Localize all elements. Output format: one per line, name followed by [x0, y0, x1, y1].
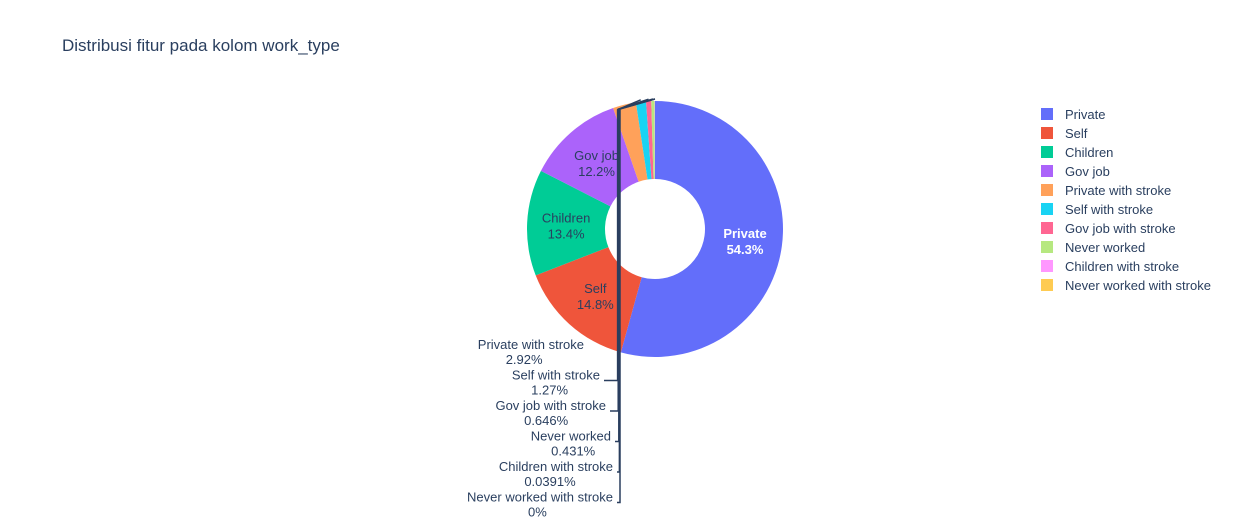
slice-label-self: Self [584, 281, 607, 296]
legend-item-never-worked[interactable]: Never worked [1041, 240, 1145, 255]
slice-label-private: Private [723, 226, 766, 241]
outside-percent-children-with-stroke: 0.0391% [524, 474, 576, 489]
legend-swatch [1041, 165, 1053, 177]
legend-swatch [1041, 222, 1053, 234]
legend-label: Private [1065, 107, 1105, 122]
outside-label-never-worked-with-stroke: Never worked with stroke [467, 490, 613, 505]
legend-item-gov-job-with-stroke[interactable]: Gov job with stroke [1041, 221, 1176, 236]
legend-item-private[interactable]: Private [1041, 107, 1105, 122]
outside-percent-gov-job-with-stroke: 0.646% [524, 413, 569, 428]
legend-item-self[interactable]: Self [1041, 126, 1088, 141]
legend-label: Self with stroke [1065, 202, 1153, 217]
outside-percent-self-with-stroke: 1.27% [531, 383, 568, 398]
legend-item-self-with-stroke[interactable]: Self with stroke [1041, 202, 1153, 217]
slice-percent-self: 14.8% [577, 297, 614, 312]
legend: Private Self Children Gov job Private with s… [1041, 107, 1211, 293]
outside-label-self-with-stroke: Self with stroke [512, 368, 600, 383]
legend-swatch [1041, 203, 1053, 215]
legend-label: Gov job [1065, 164, 1110, 179]
legend-item-children-with-stroke[interactable]: Children with stroke [1041, 259, 1179, 274]
outside-label-private-with-stroke: Private with stroke [478, 337, 584, 352]
outside-percent-never-worked-with-stroke: 0% [528, 505, 547, 520]
slice-percent-children: 13.4% [548, 227, 585, 242]
slice-percent-private: 54.3% [727, 242, 764, 257]
legend-label: Private with stroke [1065, 183, 1171, 198]
chart-title: Distribusi fitur pada kolom work_type [62, 36, 340, 55]
legend-label: Children with stroke [1065, 259, 1179, 274]
legend-swatch [1041, 279, 1053, 291]
legend-swatch [1041, 184, 1053, 196]
legend-item-private-with-stroke[interactable]: Private with stroke [1041, 183, 1171, 198]
legend-swatch [1041, 241, 1053, 253]
legend-label: Children [1065, 145, 1113, 160]
legend-swatch [1041, 146, 1053, 158]
legend-item-children[interactable]: Children [1041, 145, 1113, 160]
legend-label: Self [1065, 126, 1088, 141]
slice-label-gov-job: Gov job [574, 148, 619, 163]
legend-label: Never worked [1065, 240, 1145, 255]
outside-label-never-worked: Never worked [531, 429, 611, 444]
outside-percent-never-worked: 0.431% [551, 444, 596, 459]
legend-item-gov-job[interactable]: Gov job [1041, 164, 1110, 179]
legend-item-never-worked-with-stroke[interactable]: Never worked with stroke [1041, 278, 1211, 293]
legend-label: Gov job with stroke [1065, 221, 1176, 236]
legend-swatch [1041, 127, 1053, 139]
outside-label-gov-job-with-stroke: Gov job with stroke [495, 398, 606, 413]
outside-percent-private-with-stroke: 2.92% [506, 352, 543, 367]
legend-swatch [1041, 260, 1053, 272]
legend-swatch [1041, 108, 1053, 120]
slice-percent-gov-job: 12.2% [578, 164, 615, 179]
outside-label-children-with-stroke: Children with stroke [499, 459, 613, 474]
slice-label-children: Children [542, 211, 590, 226]
legend-label: Never worked with stroke [1065, 278, 1211, 293]
